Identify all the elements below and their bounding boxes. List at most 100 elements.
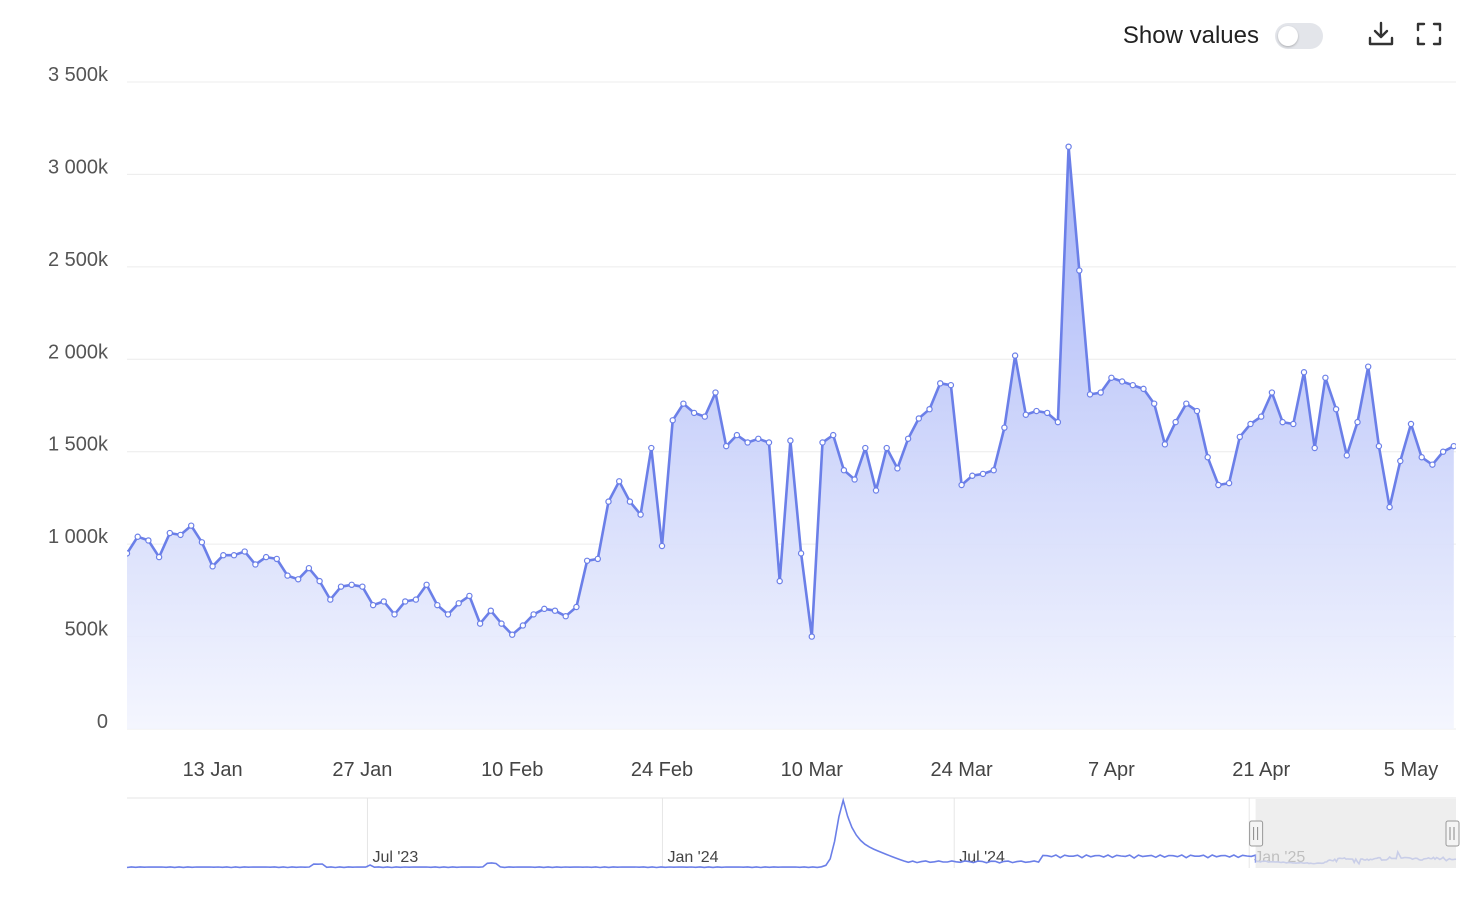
data-point [316, 577, 323, 585]
data-point [1183, 400, 1190, 407]
data-point [1065, 143, 1072, 150]
download-button[interactable] [1365, 20, 1397, 52]
data-point [530, 611, 537, 618]
data-point [883, 444, 890, 452]
data-point [177, 531, 184, 539]
navigator-selection[interactable] [1255, 799, 1456, 868]
x-tick-label: 24 Mar [930, 759, 993, 781]
x-axis-labels: 13 Jan 27 Jan 10 Feb 24 Feb 10 Mar 24 Mar 7 Ap… [183, 759, 1439, 781]
x-tick-label: 24 Feb [631, 759, 693, 781]
data-point [594, 555, 602, 563]
navigator-handle-left[interactable] [1249, 820, 1264, 847]
data-point [1343, 452, 1351, 459]
data-point [776, 577, 783, 585]
data-point [1172, 418, 1179, 426]
data-point [669, 417, 676, 424]
data-point [509, 631, 516, 638]
data-point [701, 413, 709, 420]
chart-toolbar: Show values [1123, 18, 1445, 54]
data-point [680, 400, 687, 407]
series-points [127, 143, 1456, 640]
navigator-handle-right[interactable] [1445, 820, 1460, 847]
data-point [262, 553, 270, 561]
data-point [1375, 442, 1383, 450]
data-point [1193, 407, 1201, 415]
data-point [1086, 391, 1094, 398]
data-point [723, 442, 730, 450]
data-point [1279, 418, 1286, 426]
data-point [1022, 411, 1030, 418]
series-area [127, 146, 1454, 729]
data-point [541, 605, 548, 613]
download-icon [1367, 20, 1395, 53]
data-point [402, 598, 409, 605]
data-point [1354, 418, 1361, 426]
y-tick-label: 1 500k [48, 434, 109, 456]
x-tick-label: 5 May [1384, 759, 1438, 781]
data-point [1257, 413, 1265, 420]
data-point [380, 598, 387, 605]
data-point [127, 550, 131, 557]
navigator-label: Jul '23 [372, 849, 418, 866]
data-point [155, 553, 163, 561]
toggle-knob [1278, 26, 1298, 46]
data-point [1140, 385, 1147, 393]
data-point [498, 620, 505, 627]
data-point [605, 498, 612, 505]
data-point [273, 555, 280, 563]
data-point [915, 415, 923, 422]
data-point [648, 444, 655, 452]
data-point [990, 467, 997, 474]
data-point [1290, 420, 1297, 428]
data-point [1247, 420, 1254, 428]
data-point [733, 431, 741, 439]
navigator-label: Jul '24 [959, 849, 1005, 866]
data-point [562, 613, 569, 620]
data-point [1011, 352, 1019, 359]
y-tick-label: 500k [65, 619, 109, 641]
data-point [744, 439, 751, 446]
data-point [466, 592, 473, 600]
data-point [444, 611, 452, 618]
data-point [765, 439, 773, 446]
data-point [1033, 407, 1040, 415]
data-point [1322, 374, 1329, 381]
y-tick-label: 2 500k [48, 249, 109, 271]
y-tick-label: 3 500k [48, 64, 109, 86]
data-point [1397, 457, 1404, 465]
data-point [616, 478, 623, 485]
data-point [252, 561, 259, 568]
data-point [412, 596, 420, 603]
data-point [198, 539, 206, 546]
data-point [391, 611, 398, 618]
data-point [926, 405, 933, 413]
show-values-toggle[interactable] [1275, 23, 1323, 49]
data-point [1407, 420, 1415, 428]
data-point [937, 380, 944, 387]
data-point [434, 601, 441, 609]
data-point [573, 603, 580, 611]
data-point [830, 431, 837, 439]
data-point [1418, 454, 1425, 461]
data-point [1118, 378, 1126, 385]
data-point [979, 470, 987, 478]
data-point [1076, 267, 1083, 274]
data-point [904, 435, 912, 442]
data-point [1054, 418, 1062, 426]
data-point [1215, 481, 1222, 489]
data-point [851, 476, 858, 483]
data-point [626, 498, 634, 505]
data-point [1268, 389, 1276, 396]
data-point [209, 563, 216, 570]
show-values-label: Show values [1122, 22, 1259, 49]
data-point [862, 444, 869, 452]
data-point [787, 437, 794, 444]
y-tick-label: 1 000k [48, 526, 109, 548]
data-point [295, 576, 302, 583]
fullscreen-button[interactable] [1413, 20, 1445, 52]
data-point [230, 552, 238, 559]
data-point [166, 529, 173, 537]
data-point [1108, 374, 1115, 381]
